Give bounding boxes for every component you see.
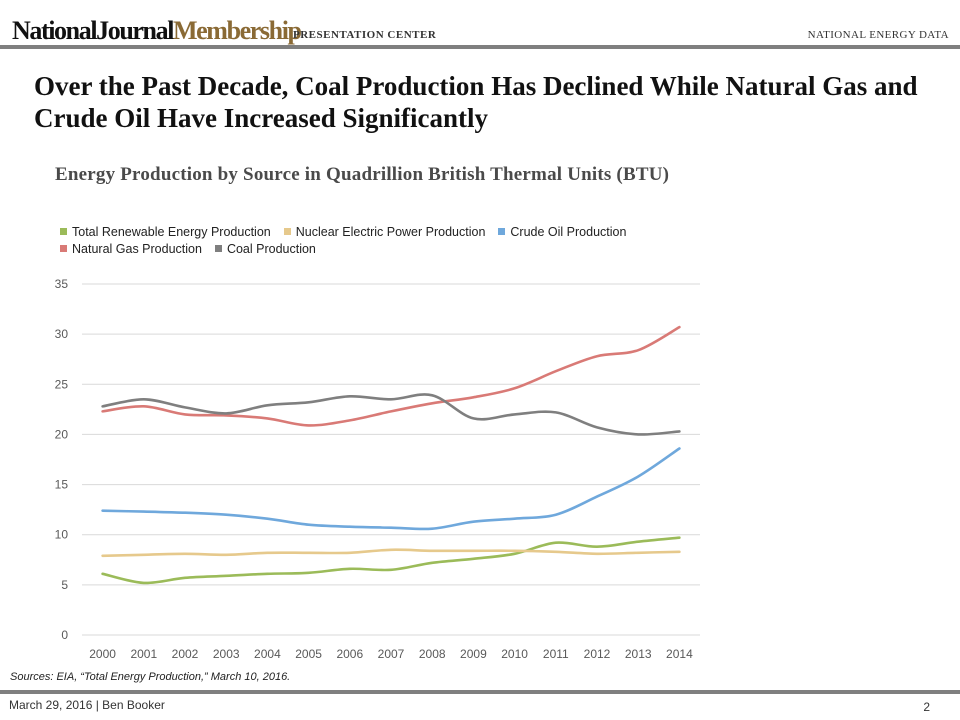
chart-legend: Total Renewable Energy Production Nuclear… [60, 224, 740, 258]
legend-label: Coal Production [226, 242, 316, 256]
y-tick-label: 15 [55, 478, 69, 492]
page-number: 2 [923, 700, 930, 714]
slide-headline: Over the Past Decade, Coal Production Ha… [34, 71, 918, 133]
x-tick-label: 2003 [213, 647, 240, 661]
x-tick-label: 2008 [419, 647, 446, 661]
legend-item: Total Renewable Energy Production [60, 224, 271, 241]
header-divider [0, 45, 960, 49]
series-line-coal-production [101, 393, 681, 436]
series-line-crude-oil-production [101, 447, 681, 531]
y-tick-label: 0 [61, 628, 68, 642]
legend-swatch [283, 228, 291, 235]
x-tick-label: 2014 [666, 647, 693, 661]
x-tick-label: 2004 [254, 647, 281, 661]
x-tick-label: 2013 [625, 647, 652, 661]
legend-swatch [60, 228, 67, 235]
y-tick-label: 20 [55, 427, 69, 441]
section-label: PRESENTATION CENTER [293, 29, 437, 41]
legend-item: Coal Production [214, 241, 316, 258]
legend-label: Crude Oil Production [510, 225, 627, 239]
legend-swatch [60, 245, 67, 252]
x-tick-label: 2007 [378, 647, 405, 661]
series-line-total-renewable-energy-production [101, 536, 681, 585]
legend-swatch [214, 245, 222, 252]
x-tick-label: 2006 [336, 647, 363, 661]
x-axis-ticks: 2000 2001 2002 2003 2004 2005 2006 2007 2008 2009… [89, 647, 693, 661]
y-tick-label: 10 [55, 528, 69, 542]
series-lines [101, 325, 681, 585]
x-tick-label: 2002 [172, 647, 199, 661]
brand-logo-part1: NationalJournal [12, 16, 174, 45]
x-tick-label: 2009 [460, 647, 487, 661]
x-tick-label: 2012 [584, 647, 611, 661]
brand-logo: NationalJournalMembership [12, 16, 302, 46]
legend-item: Nuclear Electric Power Production [283, 224, 486, 241]
series-line-nuclear-electric-power-production [101, 548, 681, 558]
y-axis-ticks: 0 5 10 15 20 25 30 35 [55, 277, 69, 642]
legend-swatch [498, 228, 506, 235]
sources-note: Sources: EIA, “Total Energy Production,”… [10, 671, 291, 683]
legend-label: Total Renewable Energy Production [72, 225, 271, 239]
y-tick-label: 5 [61, 578, 68, 592]
legend-label: Natural Gas Production [72, 242, 202, 256]
gridlines [82, 283, 700, 636]
chart-title: Energy Production by Source in Quadrilli… [55, 164, 670, 185]
x-tick-label: 2001 [130, 647, 157, 661]
footer-date-author: March 29, 2016 | Ben Booker [9, 698, 165, 712]
x-tick-label: 2000 [89, 647, 116, 661]
x-tick-label: 2011 [543, 647, 569, 661]
x-tick-label: 2005 [295, 647, 322, 661]
topic-tag: NATIONAL ENERGY DATA [807, 29, 949, 41]
legend-item: Crude Oil Production [498, 224, 626, 241]
series-line-natural-gas-production [101, 325, 681, 427]
y-tick-label: 35 [55, 277, 69, 291]
y-tick-label: 30 [55, 327, 69, 341]
brand-logo-part2: Membership [173, 16, 302, 45]
footer-divider [0, 690, 960, 694]
legend-item: Natural Gas Production [60, 241, 202, 258]
x-tick-label: 2010 [501, 647, 528, 661]
y-tick-label: 25 [55, 377, 69, 391]
legend-label: Nuclear Electric Power Production [295, 225, 486, 239]
